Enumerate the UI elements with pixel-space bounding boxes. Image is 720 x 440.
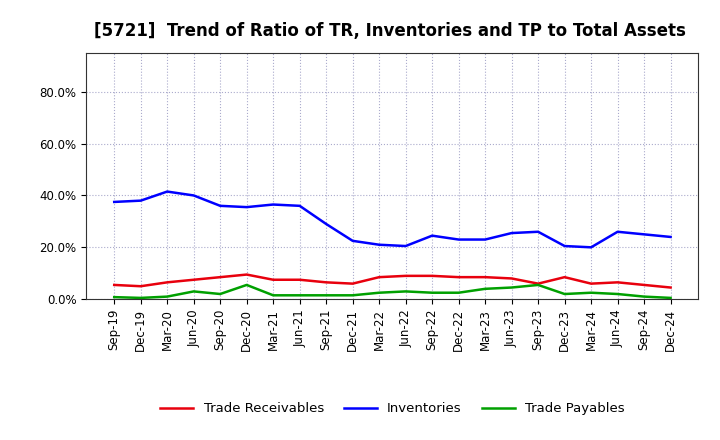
Trade Receivables — [534, 281, 542, 286]
Trade Payables — [481, 286, 490, 291]
Line: Inventories: Inventories — [114, 191, 670, 247]
Trade Receivables — [508, 276, 516, 281]
Trade Payables — [534, 282, 542, 288]
Inventories — [110, 199, 119, 205]
Trade Receivables — [401, 273, 410, 279]
Trade Payables — [295, 293, 304, 298]
Trade Receivables — [189, 277, 198, 282]
Trade Receivables — [613, 280, 622, 285]
Trade Payables — [243, 282, 251, 288]
Trade Receivables — [216, 275, 225, 280]
Trade Receivables — [163, 280, 171, 285]
Inventories — [640, 232, 649, 237]
Trade Receivables — [322, 280, 330, 285]
Inventories — [243, 205, 251, 210]
Trade Receivables — [110, 282, 119, 288]
Trade Payables — [508, 285, 516, 290]
Trade Payables — [216, 291, 225, 297]
Inventories — [348, 238, 357, 243]
Trade Payables — [640, 294, 649, 299]
Legend: Trade Receivables, Inventories, Trade Payables: Trade Receivables, Inventories, Trade Pa… — [155, 397, 630, 421]
Trade Payables — [428, 290, 436, 295]
Text: [5721]  Trend of Ratio of TR, Inventories and TP to Total Assets: [5721] Trend of Ratio of TR, Inventories… — [94, 22, 685, 40]
Trade Payables — [163, 294, 171, 299]
Trade Receivables — [243, 272, 251, 277]
Inventories — [587, 245, 595, 250]
Trade Receivables — [269, 277, 277, 282]
Inventories — [322, 221, 330, 227]
Inventories — [401, 243, 410, 249]
Inventories — [163, 189, 171, 194]
Inventories — [534, 229, 542, 235]
Trade Receivables — [136, 284, 145, 289]
Inventories — [189, 193, 198, 198]
Trade Receivables — [640, 282, 649, 288]
Trade Payables — [613, 291, 622, 297]
Trade Payables — [375, 290, 384, 295]
Trade Receivables — [481, 275, 490, 280]
Inventories — [454, 237, 463, 242]
Inventories — [508, 231, 516, 236]
Trade Receivables — [587, 281, 595, 286]
Inventories — [428, 233, 436, 238]
Inventories — [560, 243, 569, 249]
Trade Receivables — [666, 285, 675, 290]
Trade Payables — [136, 295, 145, 301]
Trade Payables — [401, 289, 410, 294]
Line: Trade Receivables: Trade Receivables — [114, 275, 670, 287]
Inventories — [375, 242, 384, 247]
Line: Trade Payables: Trade Payables — [114, 285, 670, 298]
Trade Payables — [189, 289, 198, 294]
Inventories — [613, 229, 622, 235]
Trade Payables — [587, 290, 595, 295]
Inventories — [481, 237, 490, 242]
Inventories — [216, 203, 225, 209]
Inventories — [295, 203, 304, 209]
Inventories — [269, 202, 277, 207]
Trade Receivables — [375, 275, 384, 280]
Trade Receivables — [428, 273, 436, 279]
Inventories — [136, 198, 145, 203]
Trade Payables — [560, 291, 569, 297]
Trade Receivables — [560, 275, 569, 280]
Trade Payables — [454, 290, 463, 295]
Trade Payables — [348, 293, 357, 298]
Trade Payables — [269, 293, 277, 298]
Trade Receivables — [295, 277, 304, 282]
Trade Receivables — [454, 275, 463, 280]
Inventories — [666, 235, 675, 240]
Trade Payables — [322, 293, 330, 298]
Trade Payables — [666, 295, 675, 301]
Trade Payables — [110, 294, 119, 300]
Trade Receivables — [348, 281, 357, 286]
